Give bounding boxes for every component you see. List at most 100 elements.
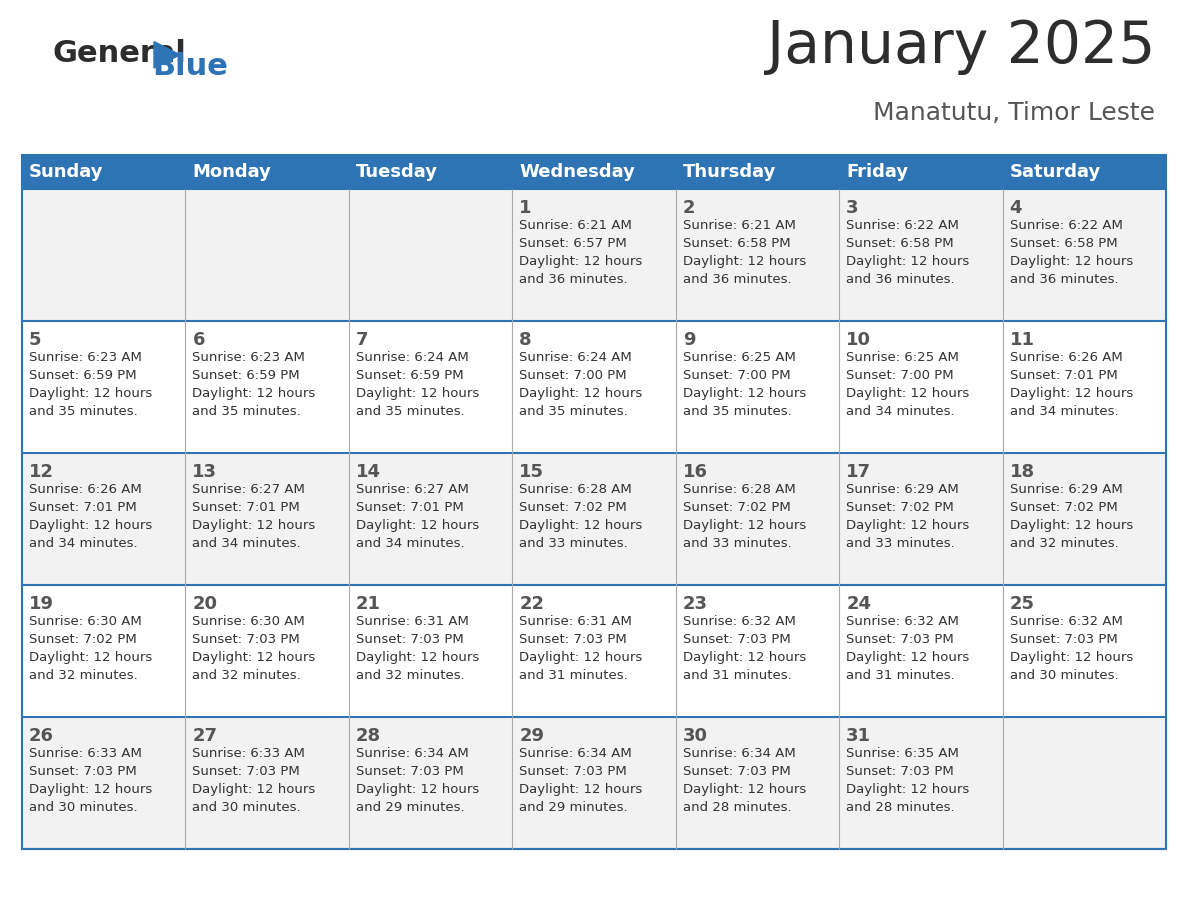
Text: Sunrise: 6:29 AM: Sunrise: 6:29 AM (846, 483, 959, 496)
Text: Sunrise: 6:21 AM: Sunrise: 6:21 AM (683, 219, 796, 232)
Text: Sunset: 7:02 PM: Sunset: 7:02 PM (519, 501, 627, 514)
Text: Daylight: 12 hours: Daylight: 12 hours (846, 783, 969, 796)
Text: and 28 minutes.: and 28 minutes. (683, 801, 791, 814)
Bar (512, 155, 676, 189)
Bar (185, 155, 349, 189)
Text: Daylight: 12 hours: Daylight: 12 hours (192, 651, 316, 664)
Text: and 35 minutes.: and 35 minutes. (683, 405, 791, 418)
Bar (349, 453, 512, 585)
Bar (1003, 155, 1165, 189)
Text: 19: 19 (29, 595, 53, 613)
Text: and 31 minutes.: and 31 minutes. (846, 669, 955, 682)
Text: and 36 minutes.: and 36 minutes. (683, 273, 791, 286)
Text: and 32 minutes.: and 32 minutes. (29, 669, 138, 682)
Text: Monday: Monday (192, 163, 271, 181)
Text: Sunset: 7:03 PM: Sunset: 7:03 PM (29, 765, 137, 778)
Text: Sunset: 7:03 PM: Sunset: 7:03 PM (1010, 633, 1118, 646)
Text: and 30 minutes.: and 30 minutes. (192, 801, 301, 814)
Text: Sunset: 7:02 PM: Sunset: 7:02 PM (29, 633, 137, 646)
Text: Sunset: 7:01 PM: Sunset: 7:01 PM (1010, 369, 1118, 382)
Text: Sunset: 7:03 PM: Sunset: 7:03 PM (846, 765, 954, 778)
Bar (349, 321, 512, 453)
Bar (185, 717, 349, 849)
Text: 11: 11 (1010, 331, 1035, 349)
Text: Sunset: 7:03 PM: Sunset: 7:03 PM (846, 633, 954, 646)
Text: and 33 minutes.: and 33 minutes. (846, 537, 955, 550)
Text: and 35 minutes.: and 35 minutes. (356, 405, 465, 418)
Text: 26: 26 (29, 727, 53, 745)
Text: Sunset: 6:59 PM: Sunset: 6:59 PM (29, 369, 137, 382)
Text: Daylight: 12 hours: Daylight: 12 hours (683, 783, 805, 796)
Text: 2: 2 (683, 199, 695, 217)
Text: 7: 7 (356, 331, 368, 349)
Bar (23, 155, 185, 189)
Text: General: General (52, 39, 185, 68)
Text: Sunrise: 6:32 AM: Sunrise: 6:32 AM (1010, 615, 1123, 628)
Bar (185, 321, 349, 453)
Text: Sunset: 7:03 PM: Sunset: 7:03 PM (356, 633, 463, 646)
Text: 9: 9 (683, 331, 695, 349)
Bar (349, 189, 512, 321)
Bar (839, 155, 1003, 189)
Text: Daylight: 12 hours: Daylight: 12 hours (1010, 255, 1133, 268)
Text: 22: 22 (519, 595, 544, 613)
Text: Sunrise: 6:31 AM: Sunrise: 6:31 AM (356, 615, 469, 628)
Text: Sunrise: 6:33 AM: Sunrise: 6:33 AM (192, 747, 305, 760)
Text: Sunrise: 6:34 AM: Sunrise: 6:34 AM (519, 747, 632, 760)
Text: and 31 minutes.: and 31 minutes. (519, 669, 628, 682)
Bar (839, 453, 1003, 585)
Bar (349, 717, 512, 849)
Text: Sunset: 7:01 PM: Sunset: 7:01 PM (192, 501, 301, 514)
Text: Daylight: 12 hours: Daylight: 12 hours (683, 651, 805, 664)
Text: Daylight: 12 hours: Daylight: 12 hours (29, 783, 152, 796)
Bar (1003, 717, 1165, 849)
Text: Sunset: 7:03 PM: Sunset: 7:03 PM (192, 633, 301, 646)
Text: Sunrise: 6:32 AM: Sunrise: 6:32 AM (846, 615, 959, 628)
Text: 5: 5 (29, 331, 42, 349)
Text: Sunrise: 6:29 AM: Sunrise: 6:29 AM (1010, 483, 1123, 496)
Bar (676, 717, 839, 849)
Bar (676, 189, 839, 321)
Text: Sunrise: 6:25 AM: Sunrise: 6:25 AM (683, 351, 796, 364)
Text: and 36 minutes.: and 36 minutes. (846, 273, 955, 286)
Text: Sunset: 7:02 PM: Sunset: 7:02 PM (846, 501, 954, 514)
Text: Sunrise: 6:32 AM: Sunrise: 6:32 AM (683, 615, 796, 628)
Polygon shape (154, 41, 181, 68)
Text: Sunset: 7:03 PM: Sunset: 7:03 PM (683, 765, 790, 778)
Text: Daylight: 12 hours: Daylight: 12 hours (519, 651, 643, 664)
Text: Tuesday: Tuesday (356, 163, 438, 181)
Text: 28: 28 (356, 727, 381, 745)
Text: and 35 minutes.: and 35 minutes. (519, 405, 628, 418)
Text: Daylight: 12 hours: Daylight: 12 hours (29, 651, 152, 664)
Text: Friday: Friday (846, 163, 909, 181)
Bar (512, 321, 676, 453)
Text: Sunrise: 6:21 AM: Sunrise: 6:21 AM (519, 219, 632, 232)
Text: Wednesday: Wednesday (519, 163, 636, 181)
Bar (512, 717, 676, 849)
Text: 31: 31 (846, 727, 871, 745)
Text: Sunset: 7:03 PM: Sunset: 7:03 PM (519, 765, 627, 778)
Text: 13: 13 (192, 463, 217, 481)
Text: Sunrise: 6:26 AM: Sunrise: 6:26 AM (29, 483, 141, 496)
Text: Sunset: 6:58 PM: Sunset: 6:58 PM (846, 237, 954, 250)
Text: Daylight: 12 hours: Daylight: 12 hours (29, 387, 152, 400)
Text: and 33 minutes.: and 33 minutes. (519, 537, 628, 550)
Text: Sunset: 7:00 PM: Sunset: 7:00 PM (846, 369, 954, 382)
Text: 10: 10 (846, 331, 871, 349)
Text: Sunset: 6:59 PM: Sunset: 6:59 PM (356, 369, 463, 382)
Text: Sunset: 7:02 PM: Sunset: 7:02 PM (683, 501, 790, 514)
Text: and 35 minutes.: and 35 minutes. (29, 405, 138, 418)
Text: and 29 minutes.: and 29 minutes. (356, 801, 465, 814)
Text: and 32 minutes.: and 32 minutes. (1010, 537, 1118, 550)
Text: and 34 minutes.: and 34 minutes. (29, 537, 138, 550)
Text: and 32 minutes.: and 32 minutes. (356, 669, 465, 682)
Bar (23, 189, 185, 321)
Text: Sunset: 6:58 PM: Sunset: 6:58 PM (683, 237, 790, 250)
Text: and 36 minutes.: and 36 minutes. (519, 273, 628, 286)
Text: Sunset: 7:01 PM: Sunset: 7:01 PM (356, 501, 463, 514)
Text: January 2025: January 2025 (766, 18, 1155, 75)
Text: 27: 27 (192, 727, 217, 745)
Bar (839, 321, 1003, 453)
Bar (676, 155, 839, 189)
Text: Sunset: 7:00 PM: Sunset: 7:00 PM (519, 369, 627, 382)
